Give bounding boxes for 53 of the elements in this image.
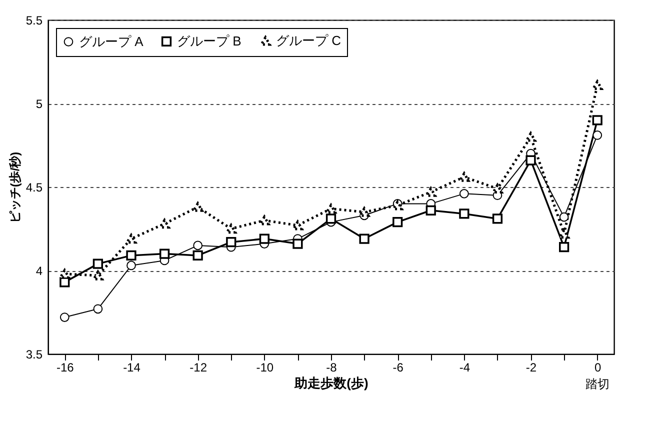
point xyxy=(392,217,403,228)
point xyxy=(425,187,436,197)
point xyxy=(558,228,570,239)
y-axis-title: ピッチ(歩/秒) xyxy=(8,152,22,224)
point xyxy=(525,132,536,142)
point xyxy=(258,216,270,226)
point xyxy=(92,258,103,269)
x-tick-label: -2 xyxy=(526,360,537,374)
point xyxy=(492,184,503,194)
point xyxy=(126,234,137,244)
y-tick-label: 4 xyxy=(36,264,43,278)
y-tick-label: 3.5 xyxy=(26,348,43,362)
x-tick-label: -10 xyxy=(256,360,274,374)
y-tick-label: 5.5 xyxy=(26,14,43,28)
point xyxy=(592,80,603,90)
point xyxy=(459,208,470,219)
point xyxy=(492,214,503,224)
x-tick-label: -6 xyxy=(392,360,404,374)
y-tick-label: 4.5 xyxy=(26,180,43,194)
x-tick-label: -8 xyxy=(326,360,338,374)
legend-label: グループ A xyxy=(79,34,144,49)
point xyxy=(559,242,570,252)
point xyxy=(592,115,602,126)
legend-label: グループ B xyxy=(177,33,242,48)
x-tick-label: -12 xyxy=(190,360,208,374)
point xyxy=(426,205,436,216)
x-tick-label: -14 xyxy=(123,360,141,374)
point xyxy=(326,204,336,214)
point xyxy=(59,268,70,279)
point xyxy=(259,234,270,244)
point xyxy=(326,214,336,224)
point xyxy=(458,172,470,182)
point xyxy=(526,155,536,166)
x-tick-label: 0 xyxy=(594,360,602,374)
point xyxy=(292,220,304,230)
point xyxy=(60,277,70,288)
point xyxy=(226,224,237,234)
point xyxy=(159,218,170,229)
point xyxy=(192,250,203,261)
point xyxy=(192,202,204,212)
legend-label: グループ C xyxy=(276,32,341,48)
point xyxy=(358,207,370,217)
point xyxy=(159,248,170,259)
x-axis-title: 助走歩数(歩) xyxy=(294,376,368,390)
point xyxy=(226,237,236,248)
point xyxy=(92,270,104,280)
x-tick-label: -4 xyxy=(459,360,470,374)
point xyxy=(126,250,136,261)
x-tick-label: -16 xyxy=(56,360,74,374)
y-tick-label: 5 xyxy=(36,97,43,111)
text: 踏切 xyxy=(585,377,610,391)
point xyxy=(359,234,370,244)
point xyxy=(292,238,303,249)
